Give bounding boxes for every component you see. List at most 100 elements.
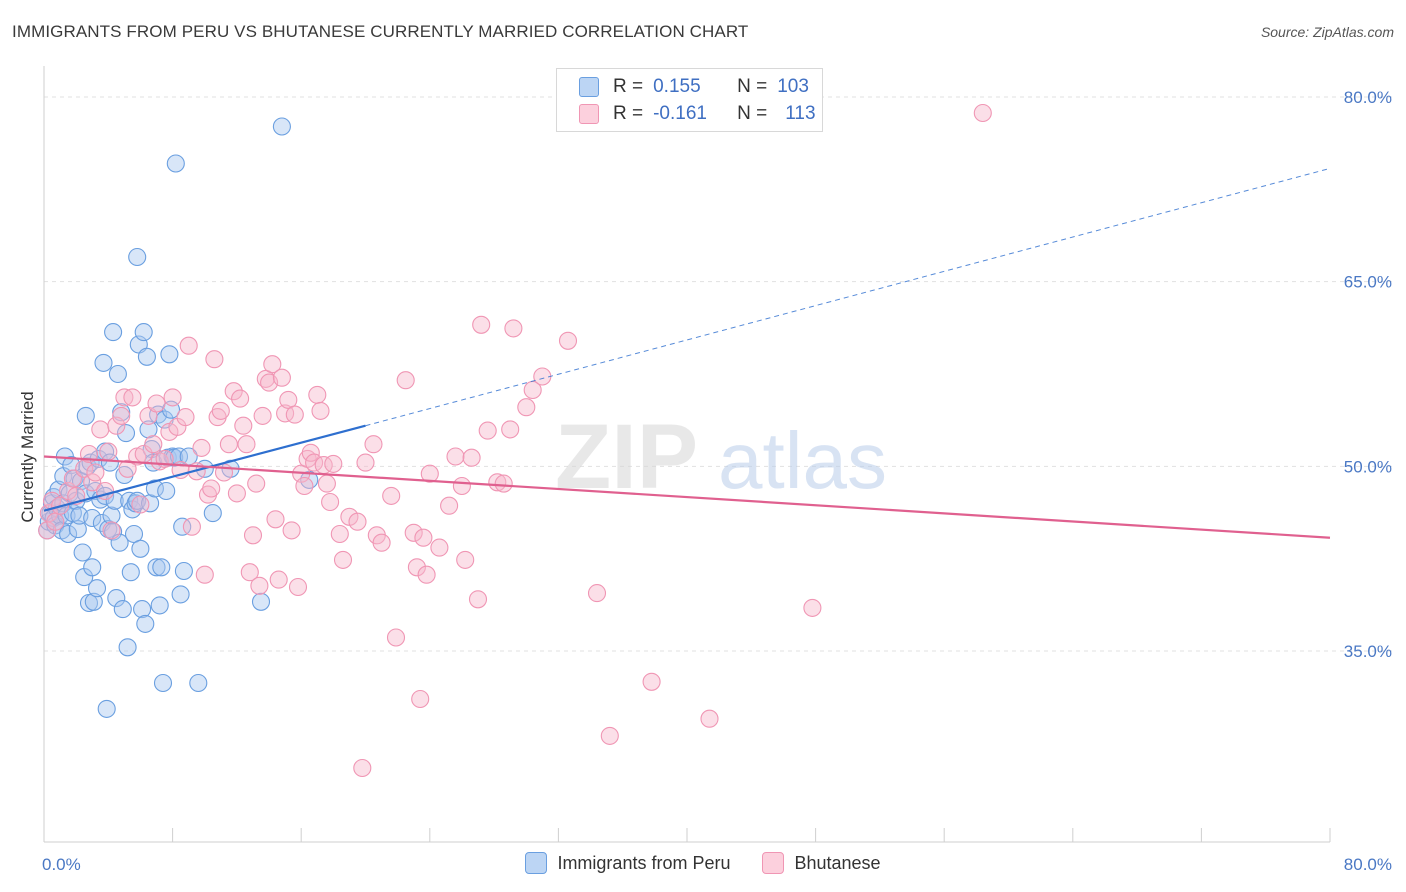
bhutanese-point (494, 474, 513, 493)
bhutanese-point (478, 421, 497, 440)
bhutanese-point (452, 476, 471, 496)
r-label: R = (613, 76, 644, 97)
bhutanese-point (348, 512, 367, 531)
peru-point (153, 673, 173, 693)
peru-point (134, 323, 153, 342)
n-label: N = (737, 76, 768, 97)
series-bhutanese-points (38, 103, 992, 778)
bhutanese-point (420, 464, 439, 483)
legend-swatch-bhutanese (762, 852, 785, 874)
bhutanese-point (75, 459, 94, 478)
stats-legend: R = 0.155 N = 103 R = -0.161 N = 113 (556, 68, 823, 132)
peru-point (173, 517, 192, 536)
peru-point (137, 347, 156, 366)
peru-point (113, 600, 132, 619)
y-tick-label: 65.0% (1344, 273, 1392, 292)
peru-point (131, 539, 150, 558)
bhutanese-point (118, 459, 137, 478)
bhutanese-point (430, 538, 449, 557)
bhutanese-point (192, 438, 211, 457)
stats-row-bhutanese: R = -0.161 N = 113 (579, 102, 816, 126)
peru-point (83, 558, 102, 577)
peru-point (171, 585, 190, 604)
peru-point (94, 353, 113, 372)
bhutanese-point (237, 435, 256, 454)
bhutanese-point (102, 521, 121, 540)
bhutanese-point (324, 454, 343, 473)
watermark: ZIP atlas (555, 406, 887, 508)
bhutanese-point (272, 368, 291, 387)
bhutanese-point (308, 385, 327, 404)
bhutanese-point (803, 598, 822, 617)
bhutanese-point (386, 628, 406, 647)
peru-point (141, 494, 160, 513)
bhutanese-point (46, 512, 65, 531)
peru-point (73, 543, 92, 562)
bhutanese-point (179, 336, 198, 355)
legend-swatch-peru (525, 852, 548, 874)
n-value-peru: 103 (777, 76, 809, 97)
bhutanese-point (587, 584, 607, 603)
bhutanese-point (301, 443, 320, 462)
bhutanese-point (414, 528, 433, 547)
peru-point (76, 406, 95, 425)
x-tick-labels: 0.0% 80.0% (42, 855, 1392, 874)
bhutanese-swatch (579, 104, 599, 124)
bhutanese-point (234, 416, 253, 435)
bhutanese-point (440, 496, 459, 515)
bhutanese-point (266, 510, 285, 529)
bhutanese-point (211, 401, 230, 420)
bhutanese-point (517, 398, 536, 417)
y-tick-label: 35.0% (1344, 642, 1392, 661)
bhutanese-point (501, 420, 520, 439)
y-tick-labels: 35.0% 50.0% 65.0% 80.0% (1344, 88, 1392, 661)
n-value-bhutanese: 113 (785, 103, 816, 124)
bhutanese-point (195, 565, 214, 584)
bhutanese-point (182, 517, 201, 536)
series-peru-points (38, 117, 319, 718)
peru-point (102, 506, 121, 525)
bhutanese-point (147, 394, 166, 413)
peru-point (160, 345, 179, 364)
legend-label-peru: Immigrants from Peru (557, 852, 731, 873)
peru-point (121, 563, 140, 582)
peru-point (49, 480, 68, 499)
peru-trend-line (43, 424, 366, 512)
peru-point (107, 589, 126, 608)
peru-trend-extension (365, 167, 1331, 427)
bhutanese-point (462, 448, 481, 467)
bhutanese-point (311, 401, 330, 420)
r-value-bhutanese: -0.161 (653, 103, 707, 124)
bhutanese-point (263, 355, 282, 374)
bhutanese-point (123, 388, 142, 407)
bhutanese-point (558, 331, 578, 350)
peru-point (147, 558, 166, 577)
bhutanese-point (600, 726, 619, 745)
r-value-peru: 0.155 (653, 76, 701, 97)
bhutanese-point (504, 319, 523, 338)
peru-swatch (579, 77, 599, 97)
peru-point (251, 592, 271, 611)
bhutanese-point (330, 524, 349, 544)
peru-point (84, 592, 103, 611)
axes (43, 66, 1331, 843)
bhutanese-point (83, 473, 102, 492)
bhutanese-point (224, 382, 243, 401)
x-tick-label-start: 0.0% (42, 855, 81, 874)
bhutanese-point (112, 406, 131, 425)
r-label: R = (613, 103, 644, 124)
bhutanese-point (356, 453, 375, 472)
series-legend: Immigrants from Peru Bhutanese (0, 852, 1406, 874)
bhutanese-point (468, 590, 488, 609)
peru-point (116, 424, 136, 443)
bhutanese-point (131, 495, 150, 514)
bhutanese-point (243, 526, 263, 545)
bhutanese-point (295, 476, 314, 496)
bhutanese-point (700, 709, 719, 728)
bhutanese-point (205, 350, 224, 369)
bhutanese-point (372, 533, 391, 552)
bhutanese-point (353, 758, 372, 778)
peru-point (104, 323, 123, 342)
bhutanese-point (456, 550, 475, 569)
bhutanese-point (472, 315, 491, 334)
